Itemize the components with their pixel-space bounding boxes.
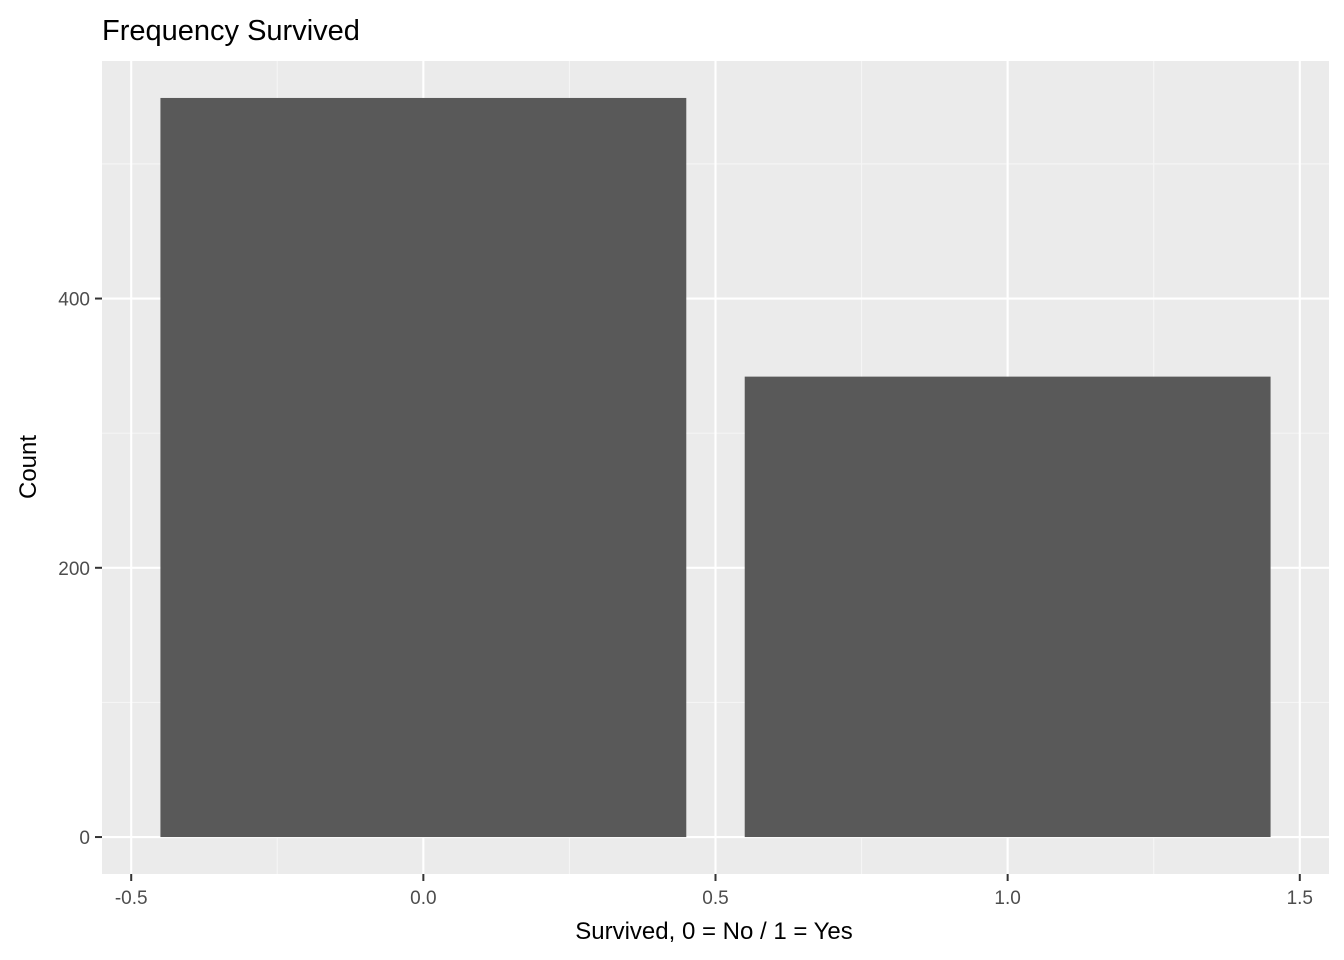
x-axis-title: Survived, 0 = No / 1 = Yes xyxy=(575,918,853,945)
y-axis: 0 200 400 xyxy=(58,290,102,849)
chart-title: Frequency Survived xyxy=(102,15,360,47)
x-tick-label: 0.5 xyxy=(702,888,728,909)
bars xyxy=(160,97,1271,838)
bar-survived-1 xyxy=(744,376,1271,838)
y-tick-label: 0 xyxy=(79,828,90,849)
y-tick-label: 400 xyxy=(58,290,90,311)
x-tick-label: 1.0 xyxy=(994,888,1020,909)
y-axis-title: Count xyxy=(15,435,42,499)
x-axis: -0.5 0.0 0.5 1.0 1.5 xyxy=(115,874,1313,909)
bar-survived-0 xyxy=(160,97,687,838)
x-tick-label: 1.5 xyxy=(1287,888,1313,909)
x-tick-label: -0.5 xyxy=(115,888,148,909)
x-tick-label: 0.0 xyxy=(410,888,436,909)
y-tick-label: 200 xyxy=(58,559,90,580)
